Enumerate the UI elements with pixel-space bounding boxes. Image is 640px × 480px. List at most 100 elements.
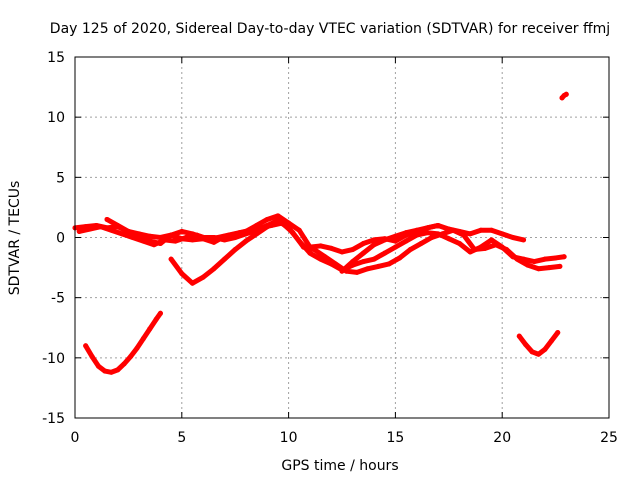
data-point — [424, 225, 430, 231]
data-point — [392, 233, 398, 239]
data-point — [279, 220, 285, 226]
data-point — [194, 232, 200, 238]
data-point — [83, 343, 89, 349]
data-point — [516, 333, 522, 339]
data-point — [456, 241, 462, 247]
data-point — [450, 227, 456, 233]
data-point — [424, 230, 430, 236]
data-point — [121, 361, 127, 367]
data-point — [439, 231, 445, 237]
data-point — [499, 231, 505, 237]
data-point — [360, 250, 366, 256]
data-point — [553, 255, 559, 261]
data-point — [529, 349, 535, 355]
data-point — [125, 228, 131, 234]
y-tick-label: 0 — [56, 231, 65, 247]
data-point — [360, 259, 366, 265]
data-point — [328, 245, 334, 251]
data-point — [489, 237, 495, 243]
data-point — [371, 242, 377, 248]
data-point — [557, 263, 563, 269]
data-point — [489, 227, 495, 233]
data-point — [461, 232, 467, 238]
data-point — [414, 232, 420, 238]
series-track-c — [76, 220, 563, 275]
data-point — [296, 227, 302, 233]
data-point — [514, 256, 520, 262]
data-point — [168, 256, 174, 262]
data-point — [130, 235, 136, 240]
data-point — [275, 218, 281, 224]
data-point — [95, 363, 101, 369]
data-point — [548, 338, 554, 344]
data-point — [264, 224, 270, 230]
data-point — [536, 351, 542, 357]
data-point — [151, 242, 157, 248]
series-track-d — [168, 218, 281, 286]
data-point — [264, 216, 270, 222]
data-point — [510, 235, 516, 240]
data-point — [108, 369, 114, 375]
data-point — [531, 259, 537, 265]
data-point — [467, 249, 473, 255]
data-point — [467, 231, 473, 237]
data-point — [429, 235, 435, 240]
data-point — [521, 237, 527, 243]
data-point — [403, 230, 409, 236]
data-point — [179, 271, 185, 277]
data-point — [392, 238, 398, 244]
data-point — [397, 255, 403, 261]
data-point — [211, 239, 217, 245]
data-point — [375, 263, 381, 269]
data-point — [275, 213, 281, 219]
data-point — [147, 326, 153, 332]
data-point — [98, 224, 104, 230]
grid-layer — [75, 57, 609, 418]
data-point — [354, 269, 360, 275]
y-tick-label: -15 — [42, 411, 65, 427]
data-point — [339, 268, 345, 274]
data-point — [140, 238, 146, 244]
data-point — [172, 238, 178, 244]
data-point — [407, 247, 413, 253]
data-point — [435, 222, 441, 228]
data-point — [119, 231, 125, 237]
data-point — [418, 241, 424, 247]
data-point — [222, 256, 228, 262]
data-point — [482, 245, 488, 251]
data-point — [365, 266, 371, 272]
data-point — [189, 280, 195, 286]
data-point — [232, 247, 238, 253]
data-point — [153, 316, 159, 322]
data-point — [339, 249, 345, 255]
data-point — [371, 256, 377, 262]
data-point — [386, 261, 392, 267]
data-point — [333, 261, 339, 267]
data-point — [89, 354, 95, 360]
data-point — [563, 91, 569, 97]
data-point — [211, 266, 217, 272]
data-point — [525, 262, 531, 268]
data-point — [371, 237, 377, 243]
data-point — [76, 228, 82, 234]
data-point — [561, 254, 567, 260]
data-point — [204, 236, 210, 242]
data-point — [254, 231, 260, 237]
data-point — [102, 368, 108, 374]
x-axis-label: GPS time / hours — [281, 458, 398, 474]
data-point — [322, 254, 328, 260]
data-point — [179, 228, 185, 234]
data-point — [290, 230, 296, 236]
x-tick-label: 10 — [280, 430, 298, 446]
x-tick-label: 20 — [493, 430, 511, 446]
y-axis-label: SDTVAR / TECUs — [7, 181, 23, 296]
data-point — [183, 235, 189, 240]
data-point — [546, 265, 552, 271]
data-point — [134, 345, 140, 351]
data-point — [115, 222, 121, 228]
data-point — [311, 247, 317, 253]
data-point — [536, 266, 542, 272]
x-tick-label: 25 — [600, 430, 618, 446]
y-tick-label: 10 — [47, 110, 65, 126]
data-point — [360, 241, 366, 247]
